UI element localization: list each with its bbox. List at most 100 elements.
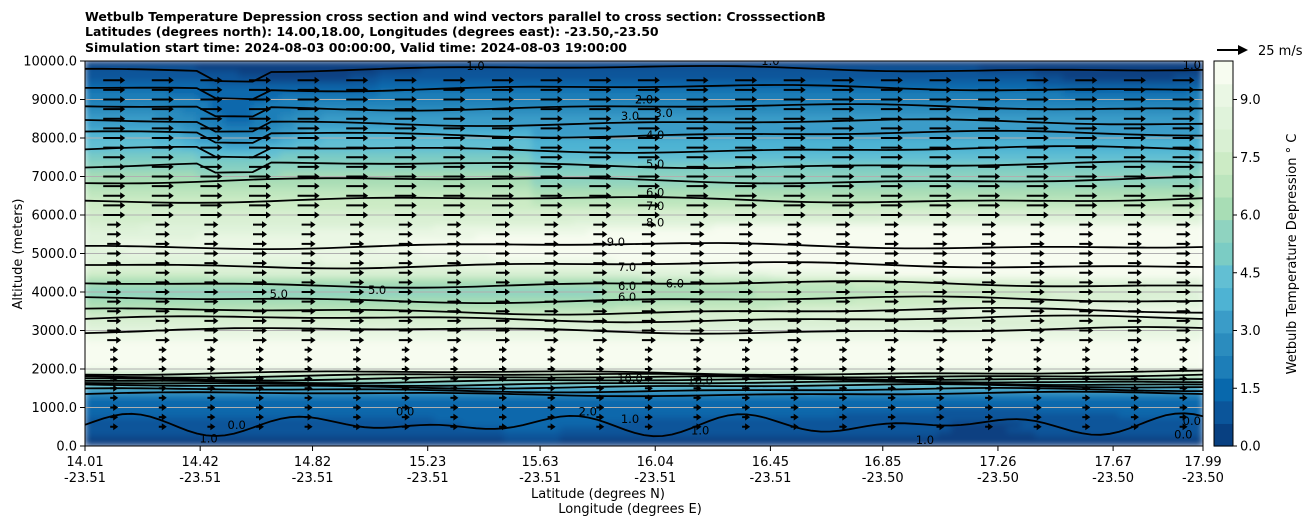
contour-fill-cell <box>587 79 603 86</box>
contour-fill-cell <box>182 320 198 327</box>
contour-fill-cell <box>182 291 198 298</box>
contour-fill-cell <box>322 171 338 177</box>
contour-fill-cell <box>489 94 505 100</box>
contour-fill-cell <box>713 127 729 134</box>
contour-fill-cell <box>881 228 897 235</box>
contour-fill-cell <box>671 368 687 375</box>
contour-fill-cell <box>895 349 911 356</box>
contour-fill-cell <box>531 339 547 346</box>
contour-fill-cell <box>643 166 659 173</box>
contour-fill-cell <box>140 392 156 399</box>
contour-fill-cell <box>936 378 952 384</box>
contour-fill-cell <box>252 267 268 274</box>
contour-fill-cell <box>741 89 757 96</box>
contour-fill-cell <box>364 320 379 327</box>
contour-fill-cell <box>126 185 142 192</box>
contour-fill-cell <box>336 325 352 331</box>
contour-fill-cell <box>308 363 324 370</box>
contour-fill-cell <box>112 272 128 279</box>
contour-fill-cell <box>769 354 785 360</box>
contour-fill-cell <box>126 176 142 182</box>
contour-fill-cell <box>517 233 533 240</box>
contour-fill-cell <box>140 108 156 115</box>
contour-fill-cell <box>825 310 841 317</box>
contour-fill-cell <box>601 402 617 408</box>
contour-fill-cell <box>489 127 505 134</box>
contour-fill-cell <box>895 431 911 437</box>
contour-fill-cell <box>629 334 645 341</box>
contour-fill-cell <box>573 248 589 254</box>
contour-fill-cell <box>294 286 310 293</box>
contour-fill-cell <box>322 421 338 428</box>
contour-fill-cell <box>923 113 938 120</box>
contour-fill-cell <box>391 272 407 279</box>
contour-fill-cell <box>615 301 631 307</box>
contour-fill-cell <box>433 103 449 110</box>
contour-fill-cell <box>867 185 883 192</box>
contour-fill-cell <box>154 233 170 240</box>
contour-fill-cell <box>517 387 533 394</box>
contour-fill-cell <box>364 214 379 221</box>
contour-fill-cell <box>168 79 184 86</box>
contour-fill-cell <box>895 344 911 351</box>
contour-fill-cell <box>364 325 379 331</box>
contour-fill-cell <box>559 94 575 100</box>
contour-fill-cell <box>461 301 477 307</box>
contour-fill-cell <box>755 363 771 370</box>
contour-fill-cell <box>755 79 771 86</box>
contour-fill-cell <box>867 190 883 197</box>
contour-fill-cell <box>85 79 100 86</box>
contour-fill-cell <box>657 267 673 274</box>
contour-fill-cell <box>364 84 379 91</box>
contour-fill-cell <box>615 431 631 437</box>
contour-fill-cell <box>364 113 379 120</box>
contour-fill-cell <box>210 257 226 264</box>
contour-fill-cell <box>601 79 617 86</box>
contour-fill-cell <box>769 411 785 418</box>
contour-fill-cell <box>699 84 715 91</box>
contour-fill-cell <box>685 407 701 413</box>
contour-fill-cell <box>405 435 421 442</box>
contour-fill-cell <box>391 426 407 433</box>
contour-fill-cell <box>294 330 310 336</box>
contour-fill-cell <box>671 310 687 317</box>
contour-fill-cell <box>252 118 268 125</box>
contour-fill-cell <box>364 99 379 105</box>
contour-fill-cell <box>881 248 897 254</box>
contour-fill-cell <box>433 301 449 307</box>
contour-fill-cell <box>699 219 715 226</box>
contour-fill-cell <box>168 349 184 356</box>
contour-fill-cell <box>154 238 170 245</box>
contour-fill-cell <box>252 127 268 134</box>
contour-fill-cell <box>671 277 687 283</box>
contour-fill-cell <box>741 61 757 67</box>
contour-fill-cell <box>923 368 938 375</box>
contour-fill-cell <box>405 315 421 322</box>
contour-fill-cell <box>713 368 729 375</box>
contour-fill-cell <box>461 363 477 370</box>
contour-fill-cell <box>433 267 449 274</box>
contour-fill-cell <box>559 402 575 408</box>
contour-fill-cell <box>727 99 743 105</box>
contour-fill-cell <box>769 65 785 72</box>
contour-fill-cell <box>489 330 505 336</box>
contour-fill-cell <box>713 108 729 115</box>
contour-fill-cell <box>699 421 715 428</box>
contour-fill-cell <box>238 228 254 235</box>
contour-fill-cell <box>797 257 813 264</box>
contour-fill-cell <box>811 334 827 341</box>
contour-fill-cell <box>629 344 645 351</box>
contour-fill-cell <box>294 74 310 81</box>
contour-fill-cell <box>322 103 338 110</box>
contour-fill-cell <box>755 310 771 317</box>
contour-fill-cell <box>461 89 477 96</box>
contour-fill-cell <box>475 228 491 235</box>
contour-fill-cell <box>224 61 240 67</box>
contour-fill-cell <box>797 416 813 423</box>
contour-fill-cell <box>559 330 575 336</box>
contour-fill-cell <box>489 267 505 274</box>
contour-fill-cell <box>601 253 617 259</box>
contour-fill-cell <box>447 219 463 226</box>
contour-fill-cell <box>85 363 100 370</box>
contour-fill-cell <box>419 320 435 327</box>
